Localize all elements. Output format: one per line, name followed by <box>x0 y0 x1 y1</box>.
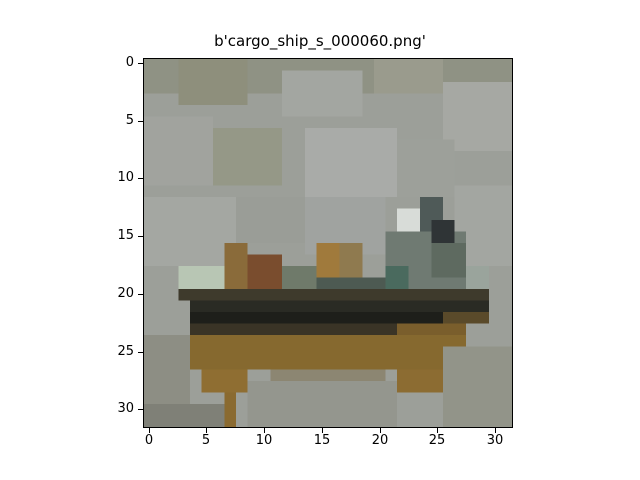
y-tick-label: 10 <box>117 170 134 185</box>
x-tick-label: 30 <box>486 433 504 448</box>
y-tick-label: 30 <box>117 401 134 416</box>
x-tick-label: 15 <box>313 433 331 448</box>
image-plot-area <box>143 58 513 428</box>
y-tick-label: 5 <box>125 113 134 128</box>
x-tick-mark <box>322 428 323 433</box>
x-tick-mark <box>149 428 150 433</box>
x-tick-mark <box>264 428 265 433</box>
figure-title: b'cargo_ship_s_000060.png' <box>214 32 426 50</box>
y-tick-mark <box>138 236 143 237</box>
x-tick-label: 5 <box>201 433 211 448</box>
x-tick-mark <box>495 428 496 433</box>
x-tick-label: 0 <box>144 433 154 448</box>
x-tick-mark <box>206 428 207 433</box>
x-tick-label: 10 <box>255 433 273 448</box>
y-tick-mark <box>138 178 143 179</box>
y-tick-label: 20 <box>117 286 134 301</box>
y-tick-mark <box>138 409 143 410</box>
x-tick-mark <box>380 428 381 433</box>
cargo-ship-image <box>144 59 512 427</box>
x-tick-label: 25 <box>428 433 446 448</box>
x-tick-label: 20 <box>371 433 389 448</box>
y-tick-label: 25 <box>117 344 134 359</box>
y-tick-mark <box>138 63 143 64</box>
y-tick-label: 0 <box>125 55 134 70</box>
y-tick-label: 15 <box>117 228 134 243</box>
x-tick-mark <box>437 428 438 433</box>
y-tick-mark <box>138 121 143 122</box>
y-tick-mark <box>138 352 143 353</box>
y-tick-mark <box>138 294 143 295</box>
